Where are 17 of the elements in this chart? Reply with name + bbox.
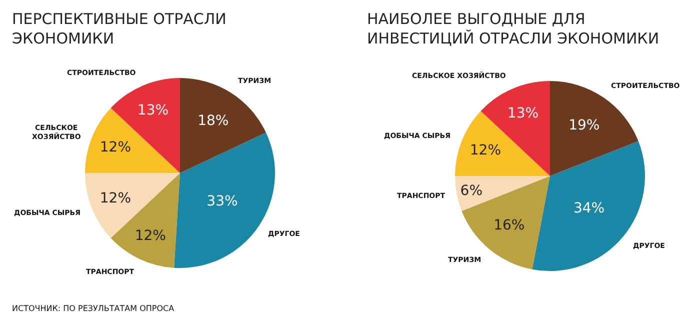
data-label: 34% bbox=[573, 200, 605, 216]
data-label: 19% bbox=[568, 118, 600, 134]
data-label: 16% bbox=[494, 217, 525, 234]
data-label: 12% bbox=[134, 228, 166, 244]
pie-slice bbox=[85, 173, 180, 238]
data-label: 12% bbox=[100, 190, 131, 207]
data-label: 33% bbox=[206, 194, 238, 210]
pie-slice bbox=[455, 176, 550, 211]
data-label: 18% bbox=[198, 112, 229, 129]
chart-title: ПЕРСПЕКТИВНЫЕ ОТРАСЛИ ЭКОНОМИКИ bbox=[12, 10, 226, 48]
data-label: 13% bbox=[137, 102, 169, 119]
data-label: 12% bbox=[100, 139, 131, 156]
data-label: 12% bbox=[470, 142, 501, 158]
data-label: 13% bbox=[507, 106, 539, 122]
data-label: 6% bbox=[460, 182, 483, 199]
chart-title: НАИБОЛЕЕ ВЫГОДНЫЕ ДЛЯ ИНВЕСТИЦИЙ ОТРАСЛИ ЭКОНОМИКИ bbox=[367, 10, 660, 48]
text: ИСТОЧНИК: ПО РЕЗУЛЬТАТАМ ОПРОСА bbox=[12, 304, 175, 313]
